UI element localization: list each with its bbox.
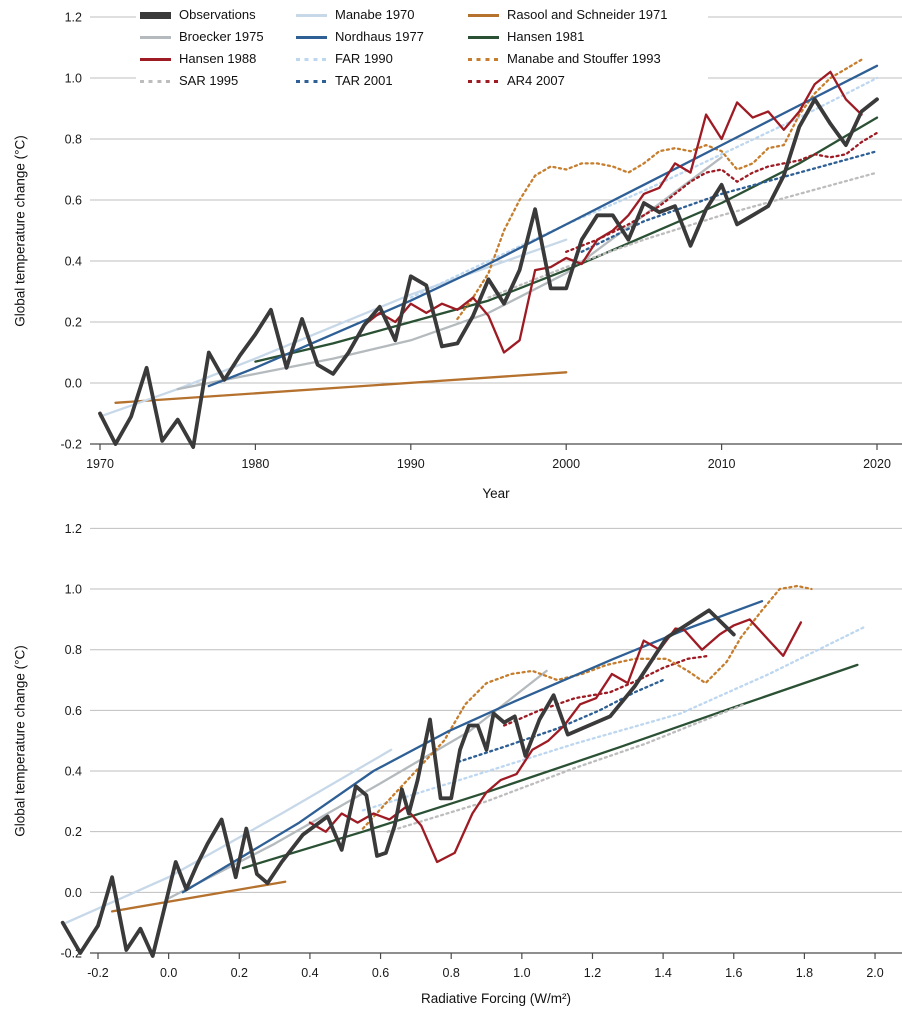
x-tick-label: 1970: [86, 457, 114, 471]
series-tar2001-line: [457, 678, 665, 764]
series-hansen1988-line: [363, 70, 863, 354]
x-tick-label: -0.2: [87, 966, 109, 980]
x-tick-label: 0.6: [372, 966, 389, 980]
y-tick-label: 0.6: [65, 194, 82, 208]
x-tick-label: 2000: [552, 457, 580, 471]
legend-item-label: SAR 1995: [179, 73, 239, 88]
y-tick-label: 0.2: [65, 825, 82, 839]
legend-swatch-ar4_2007: [468, 79, 499, 83]
legend-item-hansen1981: Hansen 1981: [468, 29, 584, 45]
series-obs-line: [98, 97, 879, 450]
legend-item-rasool1971: Rasool and Schneider 1971: [468, 7, 667, 23]
legend-swatch-nordhaus1977: [296, 35, 327, 39]
x-tick-label: 1.4: [654, 966, 671, 980]
legend-item-manabe1970: Manabe 1970: [296, 7, 415, 23]
y-tick-label: 1.0: [65, 583, 82, 597]
y-tick-label: 0.0: [65, 886, 82, 900]
x-tick-label: 0.0: [160, 966, 177, 980]
x-tick-label: 1990: [397, 457, 425, 471]
series-sar1995-line: [386, 703, 746, 833]
y-tick-label: 0.8: [65, 133, 82, 147]
legend-swatch-ms1993: [468, 57, 499, 61]
legend-swatch-broecker1975: [140, 35, 171, 39]
x-tick-label: 1.2: [584, 966, 601, 980]
x-tick-label: 0.2: [231, 966, 248, 980]
legend-item-label: Hansen 1981: [507, 29, 585, 44]
legend-item-sar1995: SAR 1995: [140, 73, 238, 89]
series-rasool1971-line: [110, 880, 287, 913]
legend-swatch-sar1995: [140, 79, 171, 83]
legend-background: [136, 2, 708, 94]
legend-item-nordhaus1977: Nordhaus 1977: [296, 29, 424, 45]
x-tick-label: 0.4: [301, 966, 318, 980]
legend-swatch-obs: [140, 11, 171, 19]
series-obs-line: [60, 608, 736, 958]
legend-item-label: TAR 2001: [335, 73, 393, 88]
x-tick-label: 1.8: [796, 966, 813, 980]
y-tick-label: 0.8: [65, 643, 82, 657]
x-tick-label: 1.0: [513, 966, 530, 980]
y-axis-title-bottom: Global temperature change (°C): [12, 645, 28, 837]
legend-swatch-manabe1970: [296, 13, 327, 17]
legend-item-label: Manabe and Stouffer 1993: [507, 51, 661, 66]
series-far1990-line: [361, 625, 866, 812]
series-ms1993-line: [361, 584, 813, 830]
x-axis-title-bottom: Radiative Forcing (W/m²): [420, 991, 572, 1006]
y-tick-label: -0.2: [60, 438, 82, 452]
x-tick-label: 0.8: [443, 966, 460, 980]
y-tick-label: 1.2: [65, 522, 82, 536]
x-tick-label: 2.0: [866, 966, 883, 980]
y-axis-title-top: Global temperature change (°C): [12, 135, 28, 327]
series-manabe1970-line: [98, 238, 568, 418]
legend-item-broecker1975: Broecker 1975: [140, 29, 264, 45]
legend-item-label: Manabe 1970: [335, 7, 415, 22]
y-tick-label: 0.0: [65, 377, 82, 391]
x-axis-title-top: Year: [482, 486, 510, 501]
series-far1990-line: [409, 76, 879, 299]
y-tick-label: 0.2: [65, 316, 82, 330]
legend-item-far1990: FAR 1990: [296, 51, 393, 67]
legend-item-label: Observations: [179, 7, 256, 22]
series-ms1993-line: [456, 58, 863, 321]
legend-item-label: Rasool and Schneider 1971: [507, 7, 668, 22]
x-tick-label: 1.6: [725, 966, 742, 980]
series-nordhaus1977-line: [181, 600, 764, 894]
x-tick-label: 2010: [708, 457, 736, 471]
legend-swatch-tar2001: [296, 79, 327, 83]
legend-swatch-far1990: [296, 57, 327, 61]
legend-item-label: Broecker 1975: [179, 29, 264, 44]
series-ar4_2007-line: [565, 131, 879, 253]
y-tick-label: 0.4: [65, 255, 82, 269]
legend-item-label: AR4 2007: [507, 73, 565, 88]
legend-item-label: Hansen 1988: [179, 51, 257, 66]
legend-item-ms1993: Manabe and Stouffer 1993: [468, 51, 661, 67]
y-tick-label: 1.2: [65, 11, 82, 25]
legend-swatch-hansen1988: [140, 57, 171, 61]
legend-swatch-hansen1981: [468, 35, 499, 39]
legend-swatch-rasool1971: [468, 13, 499, 17]
legend-item-label: Nordhaus 1977: [335, 29, 424, 44]
x-tick-label: 1980: [241, 457, 269, 471]
legend-item-tar2001: TAR 2001: [296, 73, 393, 89]
series-broecker1975-line: [167, 669, 548, 900]
x-tick-label: 2020: [863, 457, 891, 471]
series-hansen1988-line: [308, 618, 803, 864]
y-tick-label: 0.4: [65, 765, 82, 779]
legend-item-label: FAR 1990: [335, 51, 393, 66]
legend-item-hansen1988: Hansen 1988: [140, 51, 256, 67]
series-broecker1975-line: [176, 156, 723, 391]
series-rasool1971-line: [114, 371, 568, 404]
legend-item-ar4_2007: AR4 2007: [468, 73, 565, 89]
legend-item-obs: Observations: [140, 7, 256, 23]
y-tick-label: 1.0: [65, 72, 82, 86]
y-tick-label: 0.6: [65, 704, 82, 718]
